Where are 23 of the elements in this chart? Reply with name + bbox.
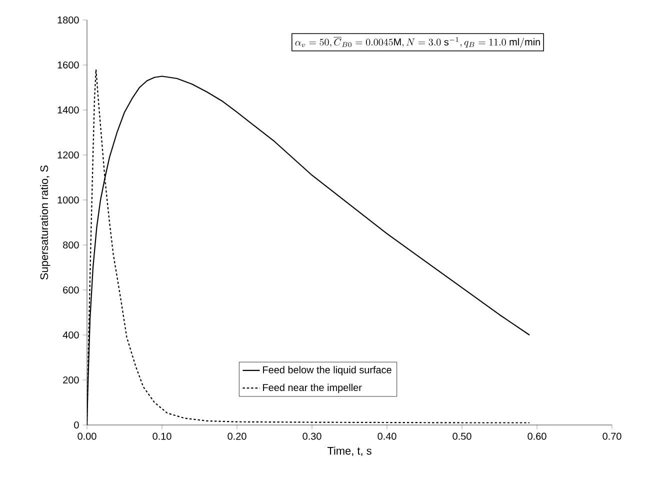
y-axis-title: Supersaturation ratio, S: [40, 165, 50, 280]
legend-label: Feed near the impeller: [263, 384, 362, 394]
y-tick-label: 1000: [58, 196, 79, 204]
x-tick-label: 0.00: [78, 432, 96, 440]
y-tick-label: 1800: [58, 16, 79, 24]
y-tick-label: 400: [62, 331, 79, 339]
x-tick-label: 0.50: [452, 432, 472, 440]
x-tick-label: 0.20: [228, 432, 246, 440]
y-tick-label: 1400: [58, 106, 79, 114]
y-tick-label: 200: [63, 376, 79, 384]
annotation: $\alpha_{v} = 50, \overline{C}_{B0} = 0.0045\mathrm{M}, N = 3.0\ \mathrm{s}^{-1}, q_{B} = 11.0\ \mathrm{ml/min}$: [295, 37, 540, 48]
y-tick-label: 800: [63, 241, 79, 249]
y-tick-label: 1200: [58, 151, 79, 159]
x-tick-label: 0.10: [152, 432, 172, 440]
legend-label: Feed below the liquid surface: [263, 366, 392, 376]
x-tick-label: 0.60: [528, 432, 546, 440]
x-tick-label: 0.70: [602, 432, 622, 440]
x-tick-label: 0.40: [378, 432, 396, 440]
x-axis-title: Time, t, s: [327, 446, 372, 456]
y-tick-label: 1600: [58, 61, 79, 69]
y-tick-label: 0: [74, 421, 79, 429]
y-tick-label: 600: [63, 286, 79, 294]
x-tick-label: 0.30: [302, 432, 322, 440]
